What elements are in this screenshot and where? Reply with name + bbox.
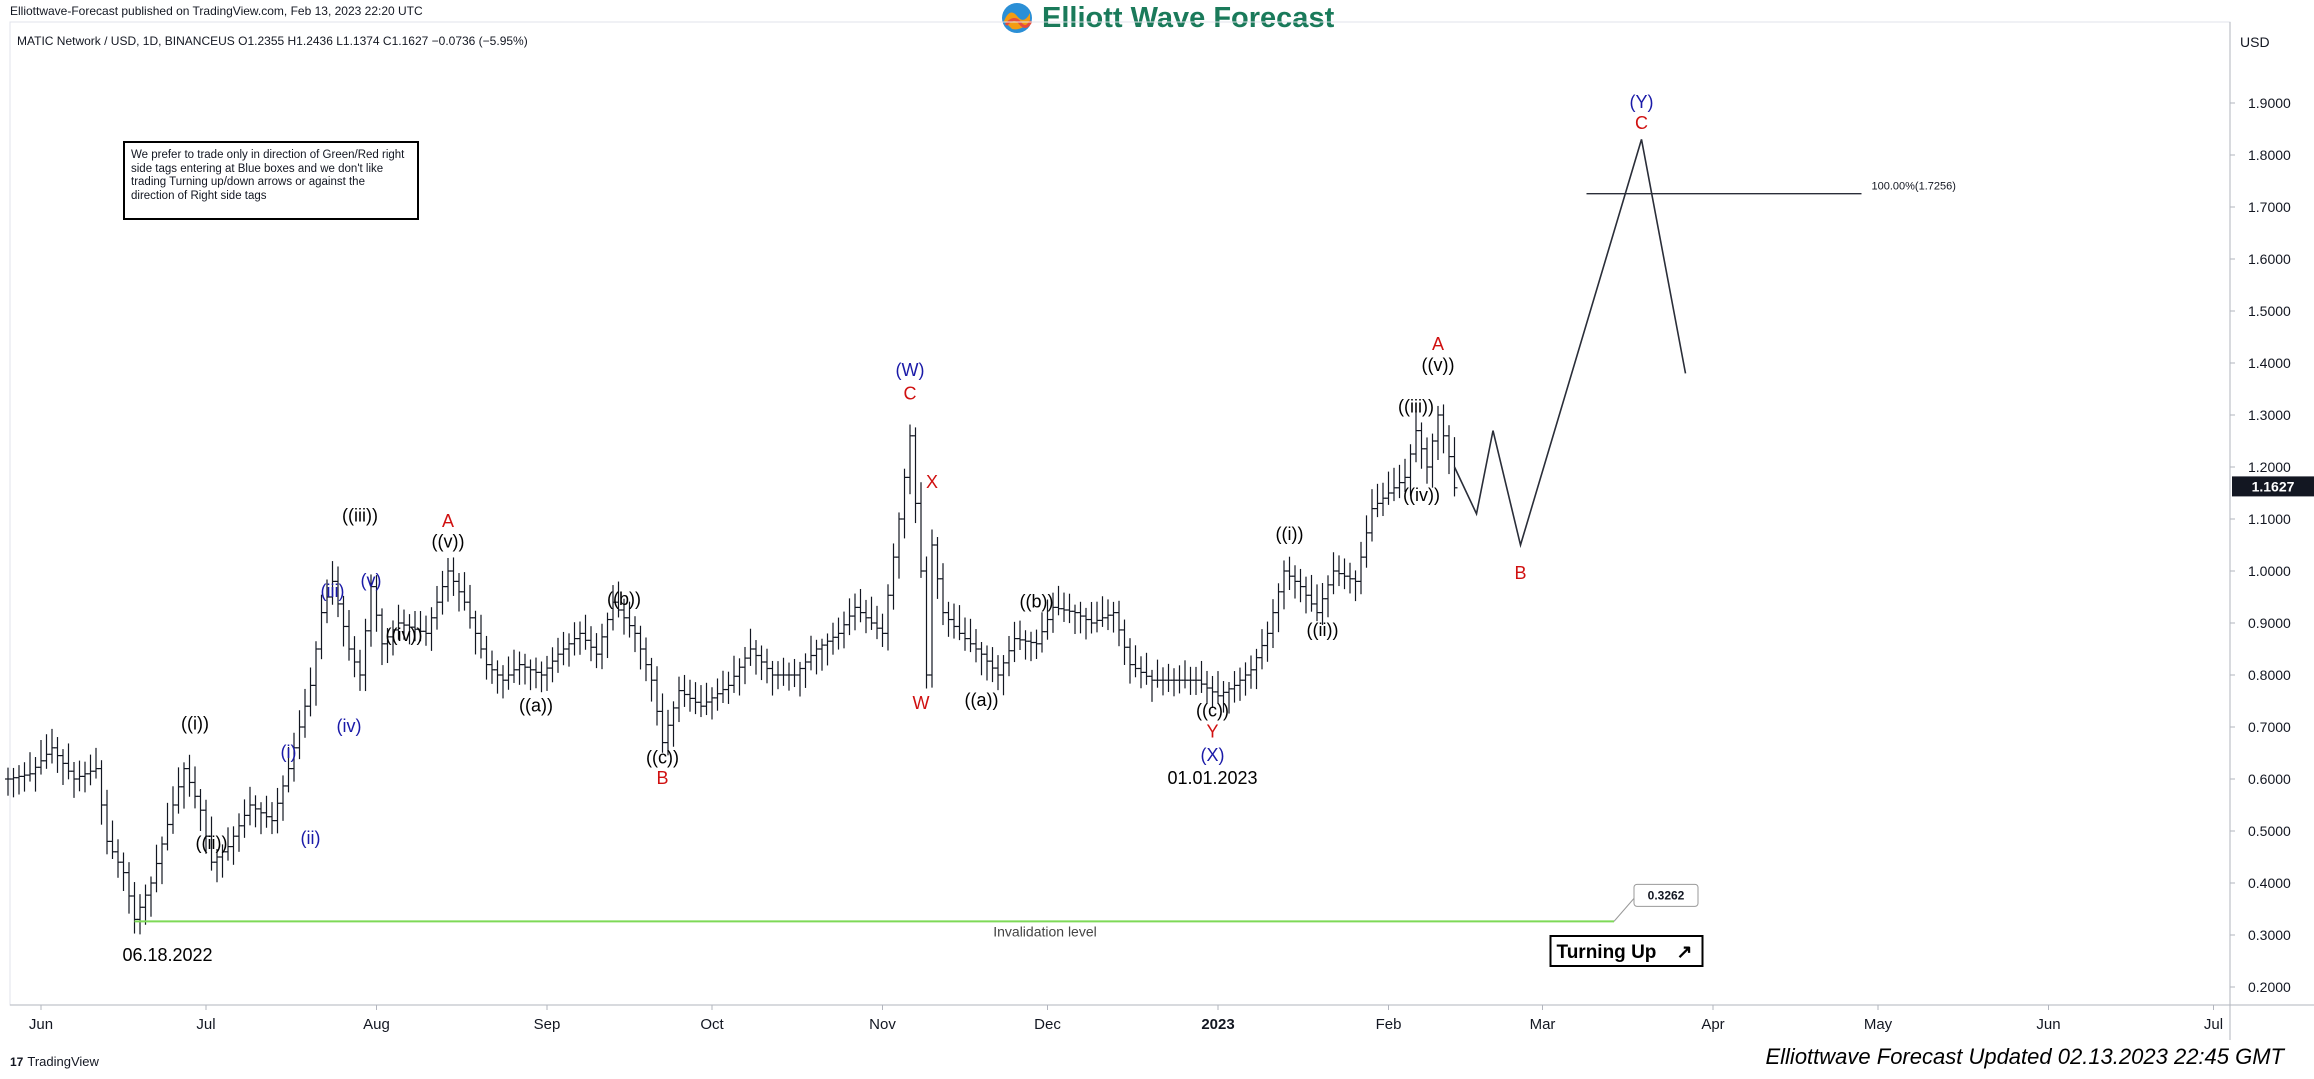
updated-stamp: Elliottwave Forecast Updated 02.13.2023 … [1765, 1044, 2284, 1069]
wave-label: ((i)) [181, 714, 209, 734]
x-tick-label: Dec [1034, 1016, 1061, 1033]
y-tick-label: 0.6000 [2248, 771, 2291, 787]
invalidation-value-box [1633, 883, 1699, 907]
y-tick-label: 1.1000 [2248, 511, 2291, 527]
wave-label: A [442, 511, 454, 531]
x-tick-label: Aug [363, 1016, 390, 1033]
y-tick-label: 1.2000 [2248, 459, 2291, 475]
wave-globe-icon [1002, 3, 1033, 33]
wave-label: ((b)) [1020, 591, 1054, 611]
wave-label: (iv) [337, 716, 362, 736]
invalidation-label: Invalidation level [993, 923, 1097, 939]
x-tick-label: Apr [1701, 1016, 1724, 1033]
y-tick-label: 1.4000 [2248, 355, 2291, 371]
wave-label: B [1514, 563, 1526, 583]
x-tick-label: 2023 [1201, 1016, 1234, 1033]
y-tick-label: 0.5000 [2248, 823, 2291, 839]
turning-up-label: Turning Up [1557, 942, 1657, 963]
wave-label: C [904, 383, 917, 403]
wave-label: B [656, 768, 668, 788]
y-tick-label: 0.4000 [2248, 875, 2291, 891]
turning-up-badge [1549, 935, 1704, 967]
wave-label: (iii) [321, 581, 345, 601]
x-tick-label: May [1864, 1016, 1893, 1033]
y-tick-label: 0.9000 [2248, 615, 2291, 631]
wave-label: ((c)) [1196, 701, 1229, 721]
wave-label: ((ii)) [1307, 620, 1339, 640]
wave-label: ((v)) [432, 532, 465, 552]
invalidation-pointer [1613, 898, 1635, 922]
publisher-line: Elliottwave-Forecast published on Tradin… [10, 4, 423, 18]
wave-label: ((c)) [646, 747, 679, 767]
x-tick-label: Jul [2204, 1016, 2223, 1033]
trading-notice-box: We prefer to trade only in direction of … [123, 141, 419, 220]
currency-label: USD [2240, 34, 2270, 50]
wave-label: 06.18.2022 [122, 945, 212, 965]
invalidation-value-label: 0.3262 [1648, 888, 1685, 902]
tradingview-logo-icon: 17 [10, 1054, 24, 1069]
wave-label: ((iv)) [386, 625, 423, 645]
y-tick-label: 1.6000 [2248, 251, 2291, 267]
projection-path [1453, 139, 1687, 549]
y-tick-label: 1.8000 [2248, 147, 2291, 163]
x-tick-label: Jun [2036, 1016, 2060, 1033]
y-tick-label: 0.7000 [2248, 719, 2291, 735]
x-tick-label: Mar [1530, 1016, 1556, 1033]
wave-label: ((iii)) [1398, 396, 1434, 416]
wave-label: ((i)) [1276, 524, 1304, 544]
fib-extension-label: 100.00%(1.7256) [1872, 181, 1956, 193]
wave-label: ((v)) [1422, 355, 1455, 375]
wave-label: W [913, 693, 930, 713]
logo-text: Elliott Wave Forecast [1042, 1, 1335, 34]
x-tick-label: Feb [1376, 1016, 1402, 1033]
x-tick-label: Jun [29, 1016, 53, 1033]
last-price-badge [2232, 476, 2314, 497]
y-tick-label: 1.9000 [2248, 95, 2291, 111]
y-tick-label: 0.8000 [2248, 667, 2291, 683]
wave-label: (W) [896, 360, 925, 380]
wave-label: ((iii)) [342, 506, 378, 526]
last-price-label: 1.1627 [2252, 478, 2295, 494]
y-tick-label: 1.3000 [2248, 407, 2291, 423]
wave-label: (i) [281, 742, 297, 762]
y-tick-label: 1.7000 [2248, 199, 2291, 215]
wave-label: (ii) [301, 828, 321, 848]
wave-label: 01.01.2023 [1167, 768, 1257, 788]
wave-label: Y [1206, 721, 1218, 741]
y-tick-label: 0.2000 [2248, 979, 2291, 995]
wave-label: ((a)) [519, 695, 553, 715]
wave-label: ((iv)) [1403, 485, 1440, 505]
wave-label: ((ii)) [196, 833, 228, 853]
wave-label: (X) [1201, 745, 1225, 765]
symbol-ohlc-line: MATIC Network / USD, 1D, BINANCEUS O1.23… [17, 34, 528, 48]
y-tick-label: 1.5000 [2248, 303, 2291, 319]
tradingview-brand-text: TradingView [27, 1054, 99, 1069]
wave-label: (Y) [1630, 92, 1654, 112]
wave-label: X [926, 472, 938, 492]
turning-up-arrow-icon: ↗ [1677, 942, 1693, 963]
x-tick-label: Oct [700, 1016, 724, 1033]
wave-label: ((a)) [965, 690, 999, 710]
wave-label: A [1432, 334, 1444, 354]
tradingview-brand: 17 TradingView [10, 1054, 99, 1069]
wave-label: C [1635, 113, 1648, 133]
elliott-wave-logo: Elliott Wave Forecast [1000, 0, 1334, 38]
wave-label: ((b)) [607, 589, 641, 609]
y-tick-label: 0.3000 [2248, 927, 2291, 943]
x-tick-label: Sep [534, 1016, 561, 1033]
y-tick-label: 1.0000 [2248, 563, 2291, 579]
x-tick-label: Nov [869, 1016, 896, 1033]
wave-label: (v) [361, 571, 382, 591]
x-tick-label: Jul [196, 1016, 215, 1033]
